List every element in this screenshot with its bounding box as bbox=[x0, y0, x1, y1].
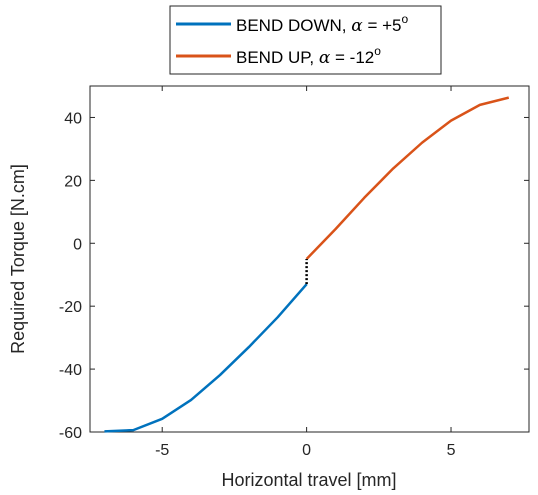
y-tick-label: -40 bbox=[59, 362, 82, 379]
y-tick-label: 40 bbox=[64, 110, 82, 127]
x-axis-label: Horizontal travel [mm] bbox=[221, 470, 396, 490]
legend: BEND DOWN, α = +5o BEND UP, α = -12o bbox=[169, 5, 442, 75]
legend-label-series-2: BEND UP, α = -12o bbox=[236, 44, 381, 68]
x-tick-label: 5 bbox=[447, 442, 456, 459]
axis-tick-labels: -5 0 5 -60 -40 -20 0 20 40 bbox=[59, 110, 456, 459]
y-axis-label: Required Torque [N.cm] bbox=[8, 164, 28, 354]
data-lines bbox=[104, 96, 510, 433]
y-tick-label: -20 bbox=[59, 299, 82, 316]
x-tick-label: 0 bbox=[302, 442, 311, 459]
series-line-1 bbox=[104, 283, 308, 433]
legend-label-series-1: BEND DOWN, α = +5o bbox=[236, 12, 408, 36]
plot-area bbox=[89, 85, 530, 433]
x-tick-label: -5 bbox=[155, 442, 169, 459]
y-tick-label: 20 bbox=[64, 173, 82, 190]
y-tick-label: -60 bbox=[59, 425, 82, 442]
series-line-2 bbox=[305, 96, 510, 260]
y-tick-label: 0 bbox=[73, 236, 82, 253]
legend-box bbox=[169, 5, 442, 75]
axis-ticks bbox=[90, 86, 529, 433]
